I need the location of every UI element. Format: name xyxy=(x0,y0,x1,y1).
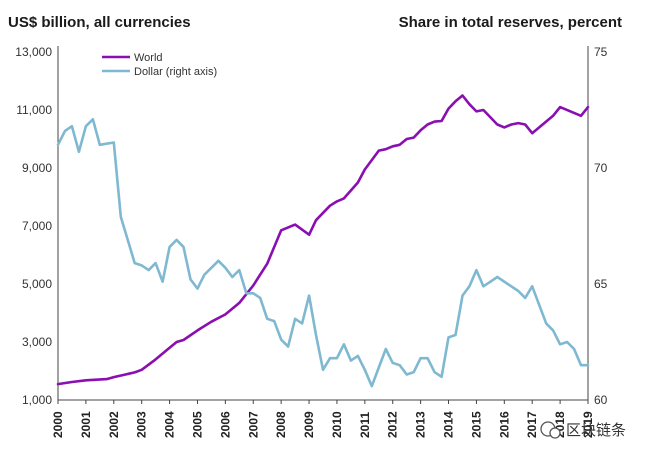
x-tick-label: 2006 xyxy=(218,411,232,438)
left-tick-label: 1,000 xyxy=(22,393,52,407)
x-tick-label: 2010 xyxy=(330,411,344,438)
right-tick-label: 70 xyxy=(594,161,608,175)
x-tick-label: 2007 xyxy=(246,411,260,438)
x-tick-label: 2014 xyxy=(442,411,456,438)
series-line-world xyxy=(56,94,590,386)
x-tick-label: 2012 xyxy=(386,411,400,438)
left-tick-label: 9,000 xyxy=(22,161,52,175)
x-tick-label: 2011 xyxy=(358,412,372,438)
left-tick-label: 13,000 xyxy=(15,45,52,59)
x-tick-label: 2003 xyxy=(135,411,149,438)
watermark: 区块链条 xyxy=(540,421,626,439)
x-tick-label: 2005 xyxy=(190,411,204,438)
legend-label-world: World xyxy=(134,52,163,64)
left-tick-label: 5,000 xyxy=(22,277,52,291)
axes: 1,000 3,000 5,000 7,000 9,000 11,000 13,000 60 6… xyxy=(15,45,607,438)
x-tick-label: 2004 xyxy=(163,411,177,438)
wechat-icon-bubble xyxy=(549,427,561,439)
x-tick-label: 2002 xyxy=(107,411,121,438)
series-line-dollar xyxy=(56,118,590,388)
right-tick-label: 65 xyxy=(594,277,608,291)
x-tick-label: 2016 xyxy=(497,411,511,438)
x-tick-label: 2019 xyxy=(581,411,595,438)
x-tick-label: 2015 xyxy=(469,411,483,438)
right-axis-title: Share in total reserves, percent xyxy=(398,14,622,31)
legend: World Dollar (right axis) xyxy=(102,52,217,78)
left-tick-label: 11,000 xyxy=(16,103,52,117)
x-tick-label: 2013 xyxy=(414,411,428,438)
legend-label-dollar: Dollar (right axis) xyxy=(134,66,217,78)
x-tick-label: 2001 xyxy=(79,411,93,438)
left-tick-label: 7,000 xyxy=(22,219,52,233)
x-tick-label: 2009 xyxy=(302,411,316,438)
x-tick-label: 2000 xyxy=(51,411,65,438)
watermark-text: 区块链条 xyxy=(566,422,626,439)
right-tick-label: 60 xyxy=(594,393,608,407)
right-tick-label: 75 xyxy=(594,45,608,59)
x-tick-label: 2017 xyxy=(525,411,539,438)
series xyxy=(56,94,590,388)
x-tick-label: 2008 xyxy=(274,411,288,438)
left-axis-title: US$ billion, all currencies xyxy=(8,14,191,31)
left-tick-label: 3,000 xyxy=(22,335,52,349)
